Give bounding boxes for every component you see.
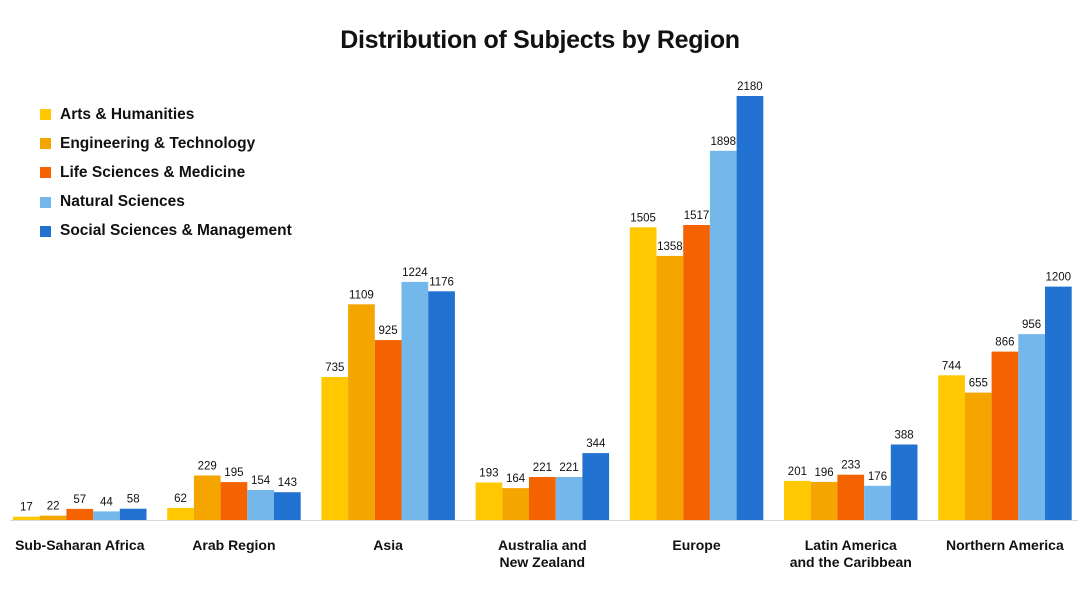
bar <box>555 477 583 520</box>
data-label: 1517 <box>684 210 710 222</box>
data-label: 1109 <box>349 289 374 301</box>
bar <box>220 482 248 520</box>
bar <box>401 281 429 520</box>
data-label: 196 <box>815 467 834 479</box>
bar <box>864 485 891 520</box>
bar <box>274 492 301 520</box>
chart-title: Distribution of Subjects by Region <box>340 26 740 54</box>
data-label: 193 <box>479 468 498 480</box>
bar <box>93 511 120 520</box>
bar <box>529 477 556 520</box>
bar <box>428 291 455 520</box>
data-label: 1176 <box>429 276 454 288</box>
bar <box>475 482 503 520</box>
bar <box>374 340 402 520</box>
bar <box>321 377 349 520</box>
bar <box>348 304 375 520</box>
data-label: 1505 <box>630 212 656 224</box>
bar <box>119 508 147 520</box>
data-label: 1200 <box>1046 272 1072 284</box>
data-label: 195 <box>224 467 243 479</box>
bar <box>890 444 918 520</box>
data-label: 57 <box>73 494 86 506</box>
legend-swatch <box>40 167 51 179</box>
data-label: 956 <box>1022 319 1041 331</box>
bar <box>502 488 529 520</box>
data-label: 388 <box>895 430 914 442</box>
legend-label: Natural Sciences <box>60 193 185 211</box>
bar <box>629 227 657 521</box>
bar <box>837 474 865 520</box>
data-label: 1224 <box>402 267 428 279</box>
legend-label: Life Sciences & Medicine <box>60 163 246 181</box>
bar <box>247 490 274 520</box>
category-label: Latin America and the Caribbean <box>790 537 912 570</box>
data-label: 744 <box>942 360 962 372</box>
bar <box>656 255 684 520</box>
legend-item-natural-sciences: Natural Sciences <box>40 188 292 217</box>
bar <box>938 375 965 520</box>
legend: Arts & Humanities Engineering & Technolo… <box>40 100 292 246</box>
legend-item-life-sciences-medicine: Life Sciences & Medicine <box>40 158 292 187</box>
bar <box>784 480 811 520</box>
category-label: Australia and New Zealand <box>498 537 587 570</box>
legend-item-social-sciences-management: Social Sciences & Management <box>40 217 292 246</box>
legend-swatch <box>40 109 51 121</box>
data-label: 344 <box>586 438 606 450</box>
data-label: 655 <box>969 378 988 390</box>
data-label: 143 <box>278 477 297 489</box>
legend-label: Social Sciences & Management <box>60 222 292 240</box>
bar <box>991 351 1019 520</box>
bar <box>736 96 764 520</box>
data-label: 201 <box>788 466 807 478</box>
bar <box>582 453 610 520</box>
bar <box>39 515 67 520</box>
data-label: 154 <box>251 475 271 487</box>
bar <box>193 475 221 520</box>
legend-label: Arts & Humanities <box>60 105 195 123</box>
bar <box>810 481 838 520</box>
data-label: 62 <box>174 493 187 505</box>
data-label: 17 <box>20 502 33 514</box>
data-label: 735 <box>325 362 344 374</box>
bar <box>964 392 992 520</box>
data-label: 221 <box>533 462 552 474</box>
data-label: 58 <box>127 494 140 506</box>
bar <box>1018 334 1045 520</box>
bar <box>13 516 40 520</box>
data-label: 176 <box>868 471 887 483</box>
data-label: 925 <box>379 325 398 337</box>
data-label: 2180 <box>737 81 763 93</box>
legend-swatch <box>40 138 51 150</box>
category-label: Sub-Saharan Africa <box>15 537 145 553</box>
data-label: 233 <box>841 460 860 472</box>
category-label: Europe <box>672 537 720 553</box>
category-label: Northern America <box>946 537 1064 553</box>
category-label: Arab Region <box>192 537 275 553</box>
data-label: 164 <box>506 473 526 485</box>
data-label: 1358 <box>657 241 683 253</box>
legend-swatch <box>40 225 51 237</box>
bar <box>167 507 194 520</box>
data-label: 22 <box>47 501 60 513</box>
data-label: 866 <box>995 337 1014 349</box>
data-label: 229 <box>198 461 217 473</box>
legend-label: Engineering & Technology <box>60 134 256 152</box>
legend-item-engineering-technology: Engineering & Technology <box>40 129 292 158</box>
legend-item-arts-humanities: Arts & Humanities <box>40 100 292 129</box>
bar <box>66 508 94 520</box>
category-label: Asia <box>373 537 403 553</box>
bar <box>709 150 737 521</box>
data-label: 44 <box>100 496 113 508</box>
bar <box>683 225 710 520</box>
legend-swatch <box>40 196 51 208</box>
data-label: 221 <box>559 462 578 474</box>
bar <box>1045 286 1072 520</box>
data-label: 1898 <box>711 136 737 148</box>
